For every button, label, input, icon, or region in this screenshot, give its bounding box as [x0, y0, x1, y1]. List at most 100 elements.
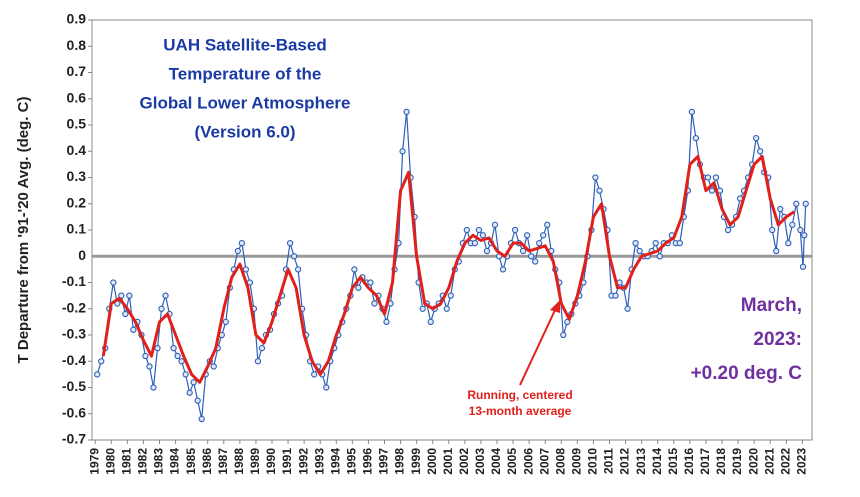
annotation: 13-month average — [469, 404, 572, 418]
data-point — [447, 292, 454, 299]
x-tick-label: 1999 — [409, 448, 423, 475]
annotation: +0.20 deg. C — [691, 363, 803, 384]
data-point — [311, 371, 318, 378]
data-point — [351, 266, 358, 273]
data-point — [712, 174, 720, 181]
data-point — [769, 226, 776, 234]
data-point — [801, 232, 808, 239]
data-point — [560, 331, 567, 339]
data-point — [753, 134, 760, 142]
data-point — [254, 358, 262, 365]
x-tick-label: 2005 — [505, 448, 519, 475]
x-tick-label: 2001 — [441, 448, 455, 475]
data-point — [419, 305, 426, 312]
data-point — [802, 200, 809, 207]
data-point — [142, 352, 149, 360]
data-point — [190, 379, 197, 386]
data-point — [110, 279, 117, 286]
data-point — [540, 232, 547, 239]
data-point — [491, 221, 499, 228]
data-point — [475, 226, 483, 234]
annotation: 2023: — [753, 329, 802, 350]
y-tick-label: 0.1 — [67, 221, 87, 237]
x-tick-label: 1984 — [168, 448, 182, 475]
title-line: (Version 6.0) — [194, 122, 295, 141]
plot: -0.7 -0.6 -0.5 -0.4 -0.3 -0.2 -0.1 0 0.1 0.2 0.3 0.… — [62, 11, 812, 475]
data-point — [118, 292, 125, 299]
data-point — [499, 266, 507, 273]
x-tick-label: 1986 — [200, 448, 214, 475]
x-tick-label: 2004 — [489, 448, 503, 475]
data-point — [355, 284, 362, 291]
x-tick-label: 2022 — [778, 448, 792, 475]
series-line — [101, 155, 796, 384]
data-point — [592, 174, 599, 181]
x-tick-label: 1998 — [393, 448, 407, 475]
data-point — [708, 187, 716, 194]
y-tick-label: 0.4 — [67, 142, 87, 158]
data-point — [383, 318, 390, 326]
data-point — [170, 344, 177, 352]
data-point — [789, 221, 796, 228]
data-point — [793, 200, 800, 207]
data-point — [624, 305, 631, 312]
data-point — [242, 266, 250, 273]
x-tick-label: 2010 — [586, 448, 600, 475]
x-tick-label: 1992 — [296, 448, 310, 475]
data-point — [154, 344, 161, 352]
x-tick-label: 2007 — [537, 448, 551, 475]
data-point — [178, 358, 185, 365]
y-tick-label: 0.9 — [67, 11, 87, 27]
data-point — [785, 239, 792, 247]
data-point — [463, 226, 471, 234]
x-tick-label: 2018 — [714, 448, 728, 475]
data-point — [234, 247, 241, 255]
data-point — [777, 205, 784, 213]
data-point — [222, 318, 229, 326]
data-point — [158, 305, 165, 312]
x-tick-label: 1994 — [328, 448, 342, 475]
x-tick-label: 2011 — [602, 448, 616, 474]
data-point — [479, 232, 487, 239]
data-point — [367, 279, 374, 286]
data-point — [612, 292, 619, 299]
x-tick-label: 2023 — [795, 448, 809, 475]
data-point — [688, 108, 696, 116]
data-point — [773, 247, 780, 255]
data-point — [174, 352, 181, 360]
data-point — [519, 247, 527, 255]
data-point — [799, 263, 807, 270]
x-tick-label: 2019 — [730, 448, 744, 475]
x-tick-label: 1989 — [248, 448, 262, 475]
x-tick-label: 2013 — [634, 448, 648, 475]
data-point — [652, 239, 659, 247]
data-point — [94, 371, 101, 378]
data-point — [403, 108, 410, 116]
data-point — [150, 384, 157, 391]
data-point — [544, 221, 551, 228]
data-point — [656, 253, 663, 260]
annotation: March, — [741, 295, 802, 316]
x-tick-label: 1983 — [152, 448, 166, 475]
x-tick-label: 1982 — [136, 448, 150, 475]
data-point — [511, 226, 519, 234]
x-tick-label: 2008 — [553, 448, 567, 475]
x-tick-label: 2017 — [698, 448, 712, 475]
y-tick-label: 0.3 — [67, 168, 87, 184]
title-box — [110, 28, 380, 150]
y-tick-label: -0.7 — [62, 431, 86, 447]
data-point — [98, 358, 105, 365]
x-tick-label: 2000 — [425, 448, 439, 475]
data-point — [126, 292, 133, 299]
x-tick-label: 1997 — [377, 448, 391, 475]
y-tick-label: -0.4 — [62, 352, 86, 368]
y-tick-label: 0.5 — [67, 116, 87, 132]
title-line: Temperature of the — [169, 64, 322, 83]
data-point — [483, 247, 491, 255]
annotation-box — [690, 290, 810, 390]
x-tick-label: 1996 — [361, 448, 375, 475]
y-tick-label: 0.6 — [67, 89, 87, 105]
y-tick-label: 0.7 — [67, 63, 87, 79]
y-tick-label: 0.8 — [67, 37, 87, 53]
x-tick-label: 1995 — [345, 448, 359, 475]
